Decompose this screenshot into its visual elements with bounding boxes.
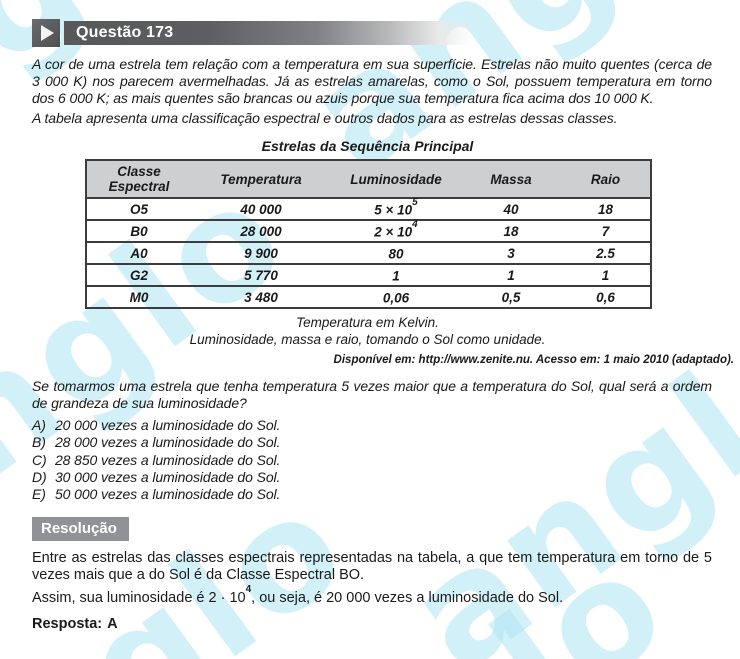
cell-luminosidade: 0,06 bbox=[331, 285, 461, 310]
cell-luminosidade: 2 × 104 bbox=[331, 218, 461, 244]
cell-classe: B0 bbox=[85, 219, 191, 244]
col-header-luminosidade: Luminosidade bbox=[331, 159, 461, 200]
col-header-massa: Massa bbox=[461, 159, 561, 200]
intro-paragraph-2: A tabela apresenta uma classificação esp… bbox=[32, 110, 618, 127]
resolution-exponent: 4 bbox=[245, 583, 252, 595]
play-icon bbox=[32, 19, 60, 47]
table-row: M0 3 480 0,06 0,5 0,6 bbox=[85, 285, 652, 310]
lum-base: 0,06 bbox=[382, 290, 410, 306]
cell-raio: 7 bbox=[561, 219, 652, 244]
cell-raio: 1 bbox=[561, 263, 652, 288]
resolution-section: Resolução Entre as estrelas das classes … bbox=[32, 504, 712, 632]
resolution-line2-pre: Assim, sua luminosidade é 2 · 10 bbox=[32, 589, 246, 606]
lum-exponent: 5 bbox=[412, 196, 418, 208]
question-text: Se tomarmos uma estrela que tenha temper… bbox=[32, 378, 712, 411]
table-caption-1: Temperatura em Kelvin. bbox=[296, 315, 439, 331]
option-text: 28 850 vezes a luminosidade do Sol. bbox=[55, 451, 281, 468]
cell-massa: 40 bbox=[461, 197, 561, 222]
table-row: O5 40 000 5 × 105 40 18 bbox=[85, 196, 652, 222]
cell-classe: M0 bbox=[85, 285, 191, 310]
cell-temperatura: 3 480 bbox=[191, 285, 331, 310]
spectral-table-block: Estrelas da Sequência Principal Classe E… bbox=[85, 138, 652, 348]
option-b: B) 28 000 vezes a luminosidade do Sol. bbox=[32, 434, 712, 451]
options-list: A) 20 000 vezes a luminosidade do Sol. B… bbox=[32, 417, 712, 504]
resolution-line2-post: , ou seja, é 20 000 vezes a luminosidade… bbox=[251, 589, 564, 606]
answer-label: Resposta: bbox=[32, 615, 103, 632]
cell-classe: O5 bbox=[85, 197, 191, 222]
lum-base: 1 bbox=[392, 268, 400, 284]
source-credit: Disponível em: http://www.zenite.nu. Ace… bbox=[333, 354, 734, 367]
resolution-header: Resolução bbox=[32, 516, 129, 541]
lum-base: 80 bbox=[388, 246, 404, 262]
table-header-row: Classe Espectral Temperatura Luminosidad… bbox=[85, 159, 652, 200]
cell-massa: 18 bbox=[461, 219, 561, 244]
resolution-line-1: Entre as estrelas das classes espectrais… bbox=[32, 549, 712, 583]
cell-raio: 0,6 bbox=[561, 285, 652, 310]
option-letter: E) bbox=[32, 486, 46, 503]
option-letter: C) bbox=[32, 451, 47, 468]
lum-base: 2 × 10 bbox=[374, 224, 413, 240]
cell-temperatura: 9 900 bbox=[191, 241, 331, 266]
option-a: A) 20 000 vezes a luminosidade do Sol. bbox=[32, 417, 712, 434]
table-title: Estrelas da Sequência Principal bbox=[261, 138, 474, 155]
table-row: B0 28 000 2 × 104 18 7 bbox=[85, 218, 652, 244]
option-e: E) 50 000 vezes a luminosidade do Sol. bbox=[32, 486, 712, 503]
question-title: Questão 173 bbox=[76, 24, 174, 41]
question-header-bar: Questão 173 bbox=[64, 21, 472, 45]
table-row: G2 5 770 1 1 1 bbox=[85, 263, 652, 288]
table-caption-2: Luminosidade, massa e raio, tomando o So… bbox=[189, 332, 546, 348]
col-header-classe-espectral: Classe Espectral bbox=[85, 159, 191, 200]
option-letter: D) bbox=[32, 469, 47, 485]
cell-raio: 18 bbox=[561, 197, 652, 222]
resolution-line-2: Assim, sua luminosidade é 2 · 104, ou se… bbox=[32, 583, 712, 607]
cell-massa: 3 bbox=[461, 241, 561, 266]
table-row: A0 9 900 80 3 2.5 bbox=[85, 241, 652, 266]
col-header-temperatura: Temperatura bbox=[191, 159, 331, 200]
option-text: 20 000 vezes a luminosidade do Sol. bbox=[55, 416, 281, 433]
option-letter: A) bbox=[32, 416, 46, 433]
option-d: D) 30 000 vezes a luminosidade do Sol. bbox=[32, 469, 712, 486]
option-text: 50 000 vezes a luminosidade do Sol. bbox=[55, 486, 281, 503]
cell-luminosidade: 5 × 105 bbox=[331, 196, 461, 222]
cell-luminosidade: 80 bbox=[331, 241, 461, 266]
col-header-raio: Raio bbox=[561, 159, 652, 200]
content: Questão 173 A cor de uma estrela tem rel… bbox=[32, 19, 734, 632]
cell-massa: 0,5 bbox=[461, 285, 561, 310]
cell-raio: 2.5 bbox=[561, 241, 652, 266]
option-letter: B) bbox=[32, 434, 46, 451]
lum-base: 5 × 10 bbox=[374, 202, 413, 218]
option-c: C) 28 850 vezes a luminosidade do Sol. bbox=[32, 452, 712, 469]
cell-classe: G2 bbox=[85, 263, 191, 288]
cell-temperatura: 5 770 bbox=[191, 263, 331, 288]
answer-value: A bbox=[107, 615, 118, 632]
cell-temperatura: 40 000 bbox=[191, 197, 331, 222]
option-text: 30 000 vezes a luminosidade do Sol. bbox=[55, 469, 281, 485]
cell-massa: 1 bbox=[461, 263, 561, 288]
triangle-glyph bbox=[41, 25, 54, 41]
cell-classe: A0 bbox=[85, 241, 191, 266]
question-header: Questão 173 bbox=[32, 19, 712, 47]
answer-line: Resposta: A bbox=[32, 616, 712, 632]
option-text: 28 000 vezes a luminosidade do Sol. bbox=[55, 434, 281, 451]
lum-exponent: 4 bbox=[412, 218, 418, 230]
cell-luminosidade: 1 bbox=[331, 263, 461, 288]
cell-temperatura: 28 000 bbox=[191, 219, 331, 244]
intro-paragraph-1: A cor de uma estrela tem relação com a t… bbox=[32, 56, 712, 106]
spectral-table: Classe Espectral Temperatura Luminosidad… bbox=[85, 159, 652, 310]
